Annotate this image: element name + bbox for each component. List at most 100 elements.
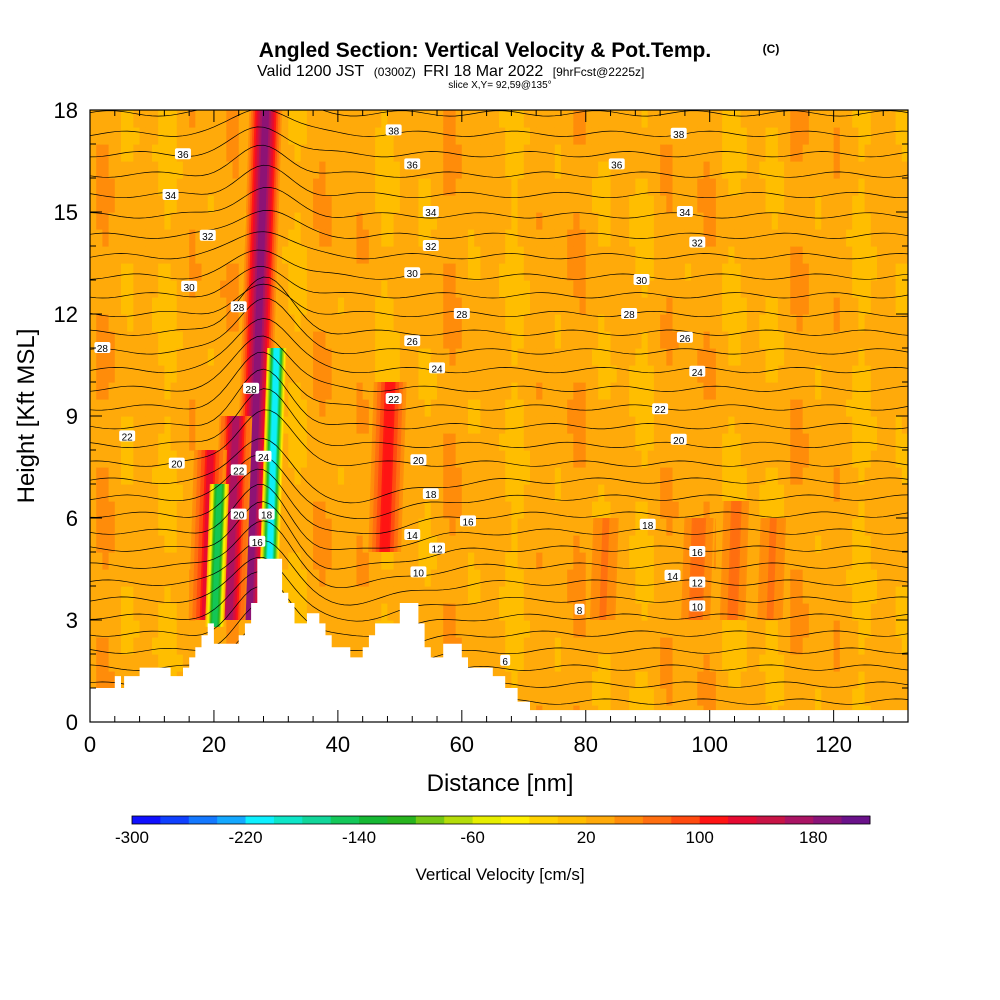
field-cell (182, 637, 190, 655)
field-cell (709, 467, 717, 485)
field-cell (753, 178, 760, 196)
field-cell (815, 688, 822, 706)
field-cell (554, 416, 562, 434)
field-cell (833, 433, 841, 451)
field-cell (536, 178, 543, 196)
field-cell (356, 501, 364, 519)
field-cell (728, 399, 736, 417)
field-cell (455, 127, 463, 145)
field-cell (802, 552, 810, 570)
field-cell (170, 212, 178, 230)
field-cell (399, 161, 407, 179)
field-cell (833, 484, 841, 502)
field-cell (337, 263, 345, 281)
field-cell (858, 654, 866, 672)
field-cell (858, 552, 866, 570)
field-cell (746, 382, 754, 400)
field-cell (858, 348, 866, 366)
field-cell (337, 569, 345, 587)
field-cell (839, 399, 847, 417)
field-cell (207, 263, 215, 281)
field-cell (151, 620, 159, 638)
field-cell (461, 178, 469, 196)
field-cell (362, 501, 370, 519)
field-cell (542, 620, 550, 638)
field-cell (746, 399, 754, 417)
field-cell (96, 620, 103, 638)
field-cell (653, 195, 661, 213)
field-cell (554, 263, 562, 281)
theta-contour (90, 388, 908, 448)
field-cell (610, 501, 618, 519)
field-cell (616, 603, 624, 621)
field-cell (399, 144, 407, 162)
field-cell (821, 382, 829, 400)
field-cell (523, 654, 531, 672)
field-cell (511, 637, 519, 655)
field-cell (858, 263, 866, 281)
field-cell (616, 331, 624, 349)
field-cell (678, 671, 686, 689)
field-cell (672, 348, 680, 366)
field-cell (573, 416, 581, 434)
field-cell (629, 603, 636, 621)
field-cell (455, 467, 463, 485)
field-cell (777, 178, 785, 196)
field-cell (474, 603, 482, 621)
contour-label-text: 20 (673, 436, 685, 447)
field-cell (505, 552, 512, 570)
field-cell (158, 331, 165, 349)
field-cell (746, 280, 754, 298)
field-cell (313, 569, 320, 587)
field-cell (331, 535, 339, 553)
updraft-column (368, 382, 407, 552)
field-cell (821, 263, 829, 281)
field-cell (182, 178, 190, 196)
field-cell (511, 552, 519, 570)
contour-label-bg (168, 457, 185, 469)
field-cell (412, 399, 420, 417)
field-cell (852, 229, 860, 247)
field-cell (443, 161, 451, 179)
field-cell (356, 110, 364, 128)
field-cell (517, 535, 525, 553)
field-cell (715, 161, 723, 179)
field-cell (839, 348, 847, 366)
field-cell (133, 144, 141, 162)
field-cell (542, 331, 550, 349)
field-cell (511, 535, 519, 553)
field-cell (176, 348, 184, 366)
field-cell (319, 297, 327, 315)
field-cell (474, 569, 482, 587)
field-cell (120, 569, 128, 587)
field-cell (808, 518, 816, 536)
field-cell (505, 416, 512, 434)
field-cell (765, 331, 773, 349)
field-cell (164, 314, 172, 332)
field-cell (579, 569, 587, 587)
field-cell (622, 195, 630, 213)
field-cell (486, 263, 494, 281)
field-cell (220, 314, 227, 332)
field-cell (455, 399, 463, 417)
field-cell (344, 144, 351, 162)
field-cell (641, 484, 649, 502)
field-cell (635, 178, 643, 196)
field-cell (226, 195, 234, 213)
field-cell (709, 688, 717, 706)
field-cell (635, 365, 643, 383)
field-cell (207, 280, 215, 298)
field-cell (492, 535, 500, 553)
contour-label: 22 (652, 403, 669, 416)
field-cell (319, 501, 327, 519)
field-cell (889, 331, 897, 349)
field-cell (474, 450, 482, 468)
field-cell (858, 161, 866, 179)
field-cell (846, 586, 853, 604)
field-cell (672, 246, 680, 264)
field-cell (542, 586, 550, 604)
field-cell (895, 484, 903, 502)
field-cell (827, 450, 835, 468)
field-cell (529, 552, 537, 570)
field-cell (393, 195, 401, 213)
